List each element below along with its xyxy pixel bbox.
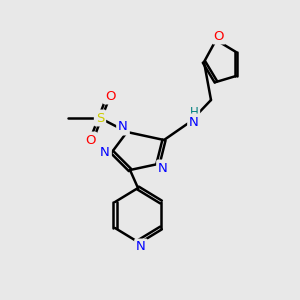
Text: N: N: [158, 161, 168, 175]
Text: H: H: [190, 106, 198, 119]
Text: O: O: [85, 134, 95, 146]
Text: N: N: [136, 241, 146, 254]
Text: N: N: [118, 121, 128, 134]
Text: N: N: [189, 116, 199, 128]
Text: O: O: [105, 89, 115, 103]
Text: S: S: [96, 112, 104, 124]
Text: O: O: [214, 29, 224, 43]
Text: N: N: [100, 146, 110, 158]
